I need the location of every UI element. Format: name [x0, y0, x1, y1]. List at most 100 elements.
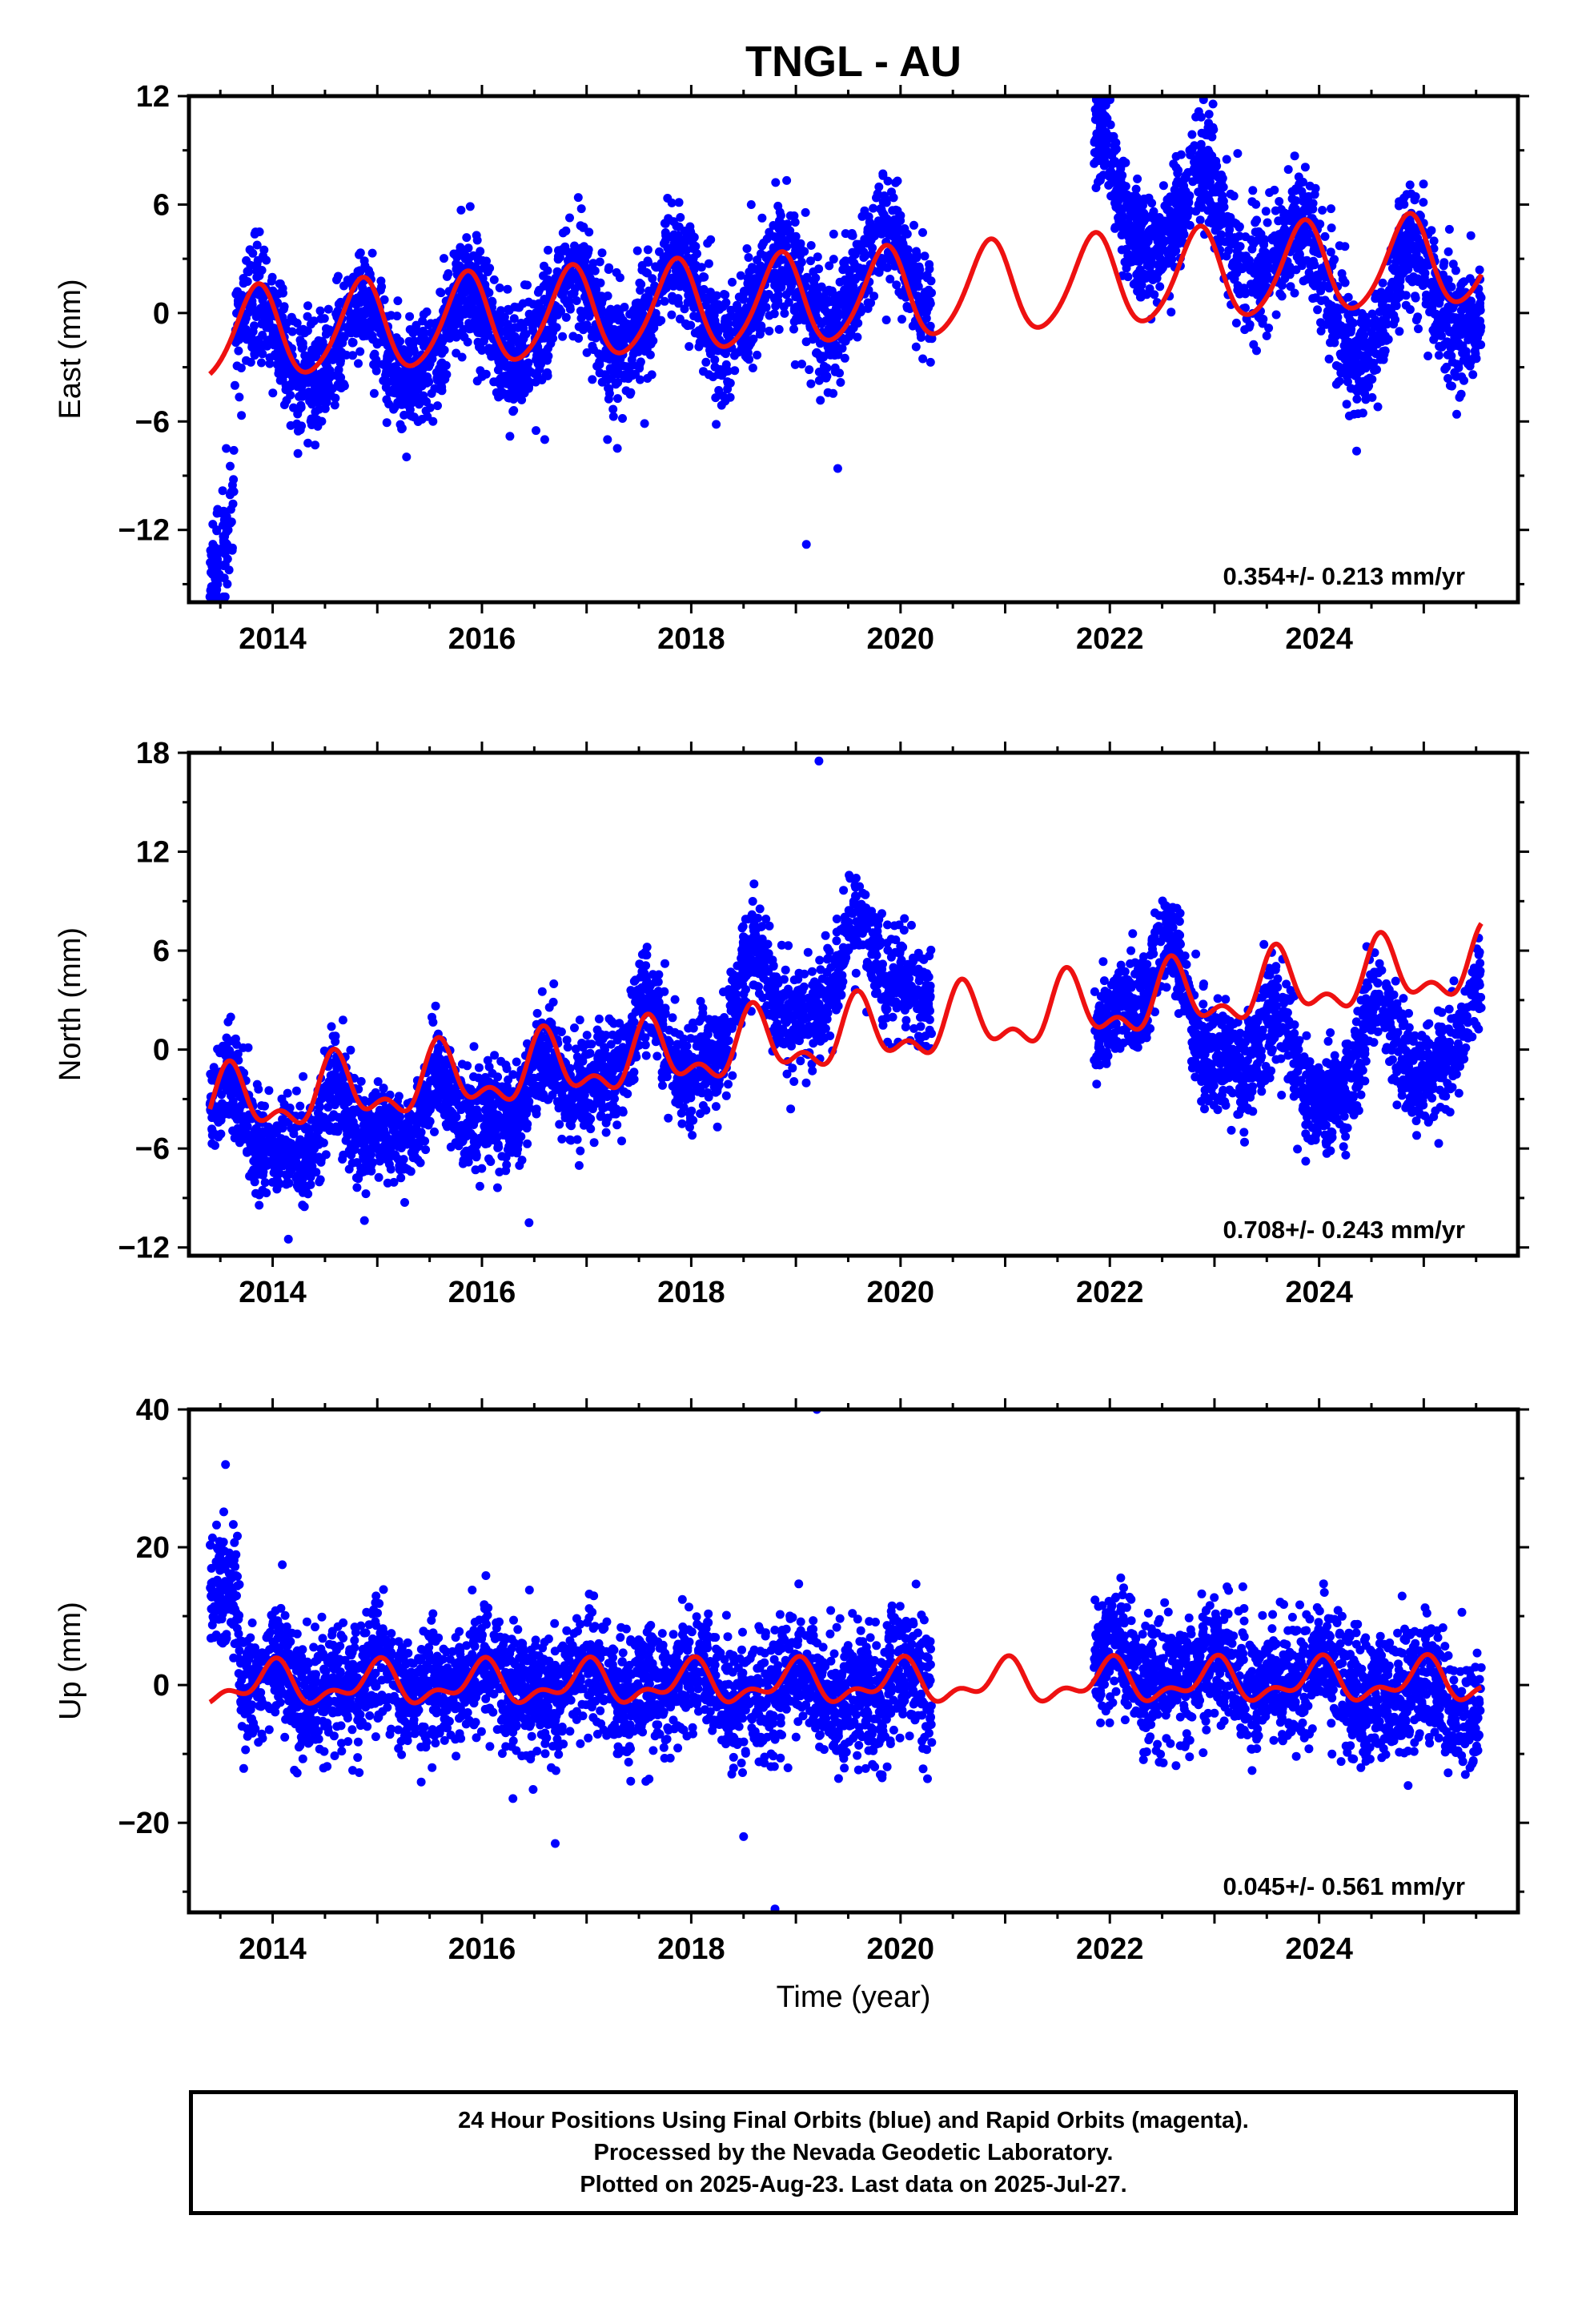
observation-point	[396, 379, 405, 388]
observation-point	[1326, 247, 1335, 257]
observation-point	[1299, 237, 1307, 246]
observation-point	[355, 298, 365, 308]
observation-point	[926, 299, 935, 308]
observation-point	[837, 344, 847, 353]
observation-point	[1169, 159, 1178, 169]
observation-point	[737, 344, 746, 353]
observation-point	[845, 268, 854, 278]
observation-point	[311, 387, 321, 396]
observation-point	[643, 374, 652, 383]
y-tick-label: 6	[153, 188, 170, 222]
observation-point	[428, 416, 438, 426]
observation-point	[591, 333, 600, 343]
observation-point	[791, 246, 801, 255]
observation-point	[320, 404, 330, 413]
observation-point	[787, 280, 797, 290]
observation-point	[379, 376, 388, 385]
observation-point	[402, 452, 412, 462]
observation-point	[909, 220, 918, 230]
observation-point	[850, 250, 860, 259]
observation-point	[1448, 259, 1458, 269]
observation-point	[237, 411, 247, 420]
observation-point	[1466, 231, 1476, 240]
observation-point	[1119, 193, 1129, 203]
observation-point	[1404, 221, 1414, 231]
observation-point	[917, 294, 926, 304]
observation-point	[513, 303, 523, 312]
observation-point	[347, 338, 357, 348]
observation-point	[893, 176, 902, 186]
observation-point	[711, 393, 721, 403]
observation-point	[902, 229, 912, 239]
observation-point	[295, 336, 305, 345]
observation-point	[632, 300, 640, 309]
observation-point	[484, 328, 493, 338]
observation-point	[405, 325, 415, 334]
observation-point	[699, 367, 708, 376]
observation-point	[743, 274, 753, 283]
observation-point	[1422, 294, 1431, 304]
observation-point	[560, 242, 570, 251]
observation-point	[744, 253, 753, 262]
observation-point	[812, 299, 821, 308]
observation-point	[299, 343, 307, 352]
observation-point	[1406, 228, 1415, 237]
observation-point	[622, 362, 632, 372]
observation-point	[1106, 191, 1116, 201]
observation-point	[776, 211, 785, 220]
observation-point	[595, 257, 604, 267]
observation-point	[435, 340, 444, 349]
observation-point	[222, 444, 231, 453]
observation-point	[504, 306, 514, 316]
observation-point	[344, 324, 353, 334]
observation-point	[838, 265, 848, 275]
observation-point	[813, 252, 822, 262]
observation-point	[587, 275, 596, 285]
observation-point	[576, 256, 586, 266]
observation-point	[381, 383, 391, 392]
observation-point	[801, 207, 810, 217]
observation-point	[1195, 215, 1205, 225]
observation-point	[1335, 241, 1344, 251]
observation-point	[1107, 134, 1117, 143]
observation-point	[1118, 183, 1127, 193]
observation-point	[820, 305, 829, 315]
observation-point	[745, 355, 754, 364]
observation-point	[230, 380, 239, 390]
observation-point	[428, 354, 437, 364]
observation-point	[855, 267, 865, 276]
observation-point	[393, 296, 403, 306]
observation-point	[1461, 347, 1471, 356]
observation-point	[534, 303, 544, 312]
observation-point	[355, 248, 365, 258]
observation-point	[713, 346, 723, 356]
observation-point	[528, 326, 537, 336]
observation-point	[769, 221, 778, 230]
observation-point	[368, 310, 378, 320]
observation-point	[806, 256, 815, 266]
observation-point	[1344, 327, 1354, 336]
observation-point	[206, 557, 215, 567]
observation-point	[400, 410, 409, 420]
observation-point	[757, 241, 767, 251]
observation-point	[571, 274, 580, 283]
observation-point	[494, 356, 504, 365]
observation-point	[246, 357, 255, 367]
observation-point	[431, 1001, 440, 1011]
observation-point	[1244, 323, 1254, 332]
observation-point	[920, 251, 930, 261]
x-tick-label: 2014	[239, 622, 307, 656]
observation-point	[1111, 177, 1121, 187]
observation-point	[376, 276, 386, 286]
observation-point	[330, 400, 339, 410]
observation-point	[1456, 389, 1466, 399]
plot-frame	[187, 94, 1520, 605]
observation-point	[1102, 114, 1112, 123]
observation-point	[1429, 335, 1439, 344]
observation-point	[322, 324, 331, 333]
observation-point	[465, 202, 475, 211]
observation-point	[735, 314, 745, 324]
observation-point	[1305, 181, 1315, 191]
observation-point	[567, 290, 576, 299]
observation-point	[473, 337, 483, 347]
